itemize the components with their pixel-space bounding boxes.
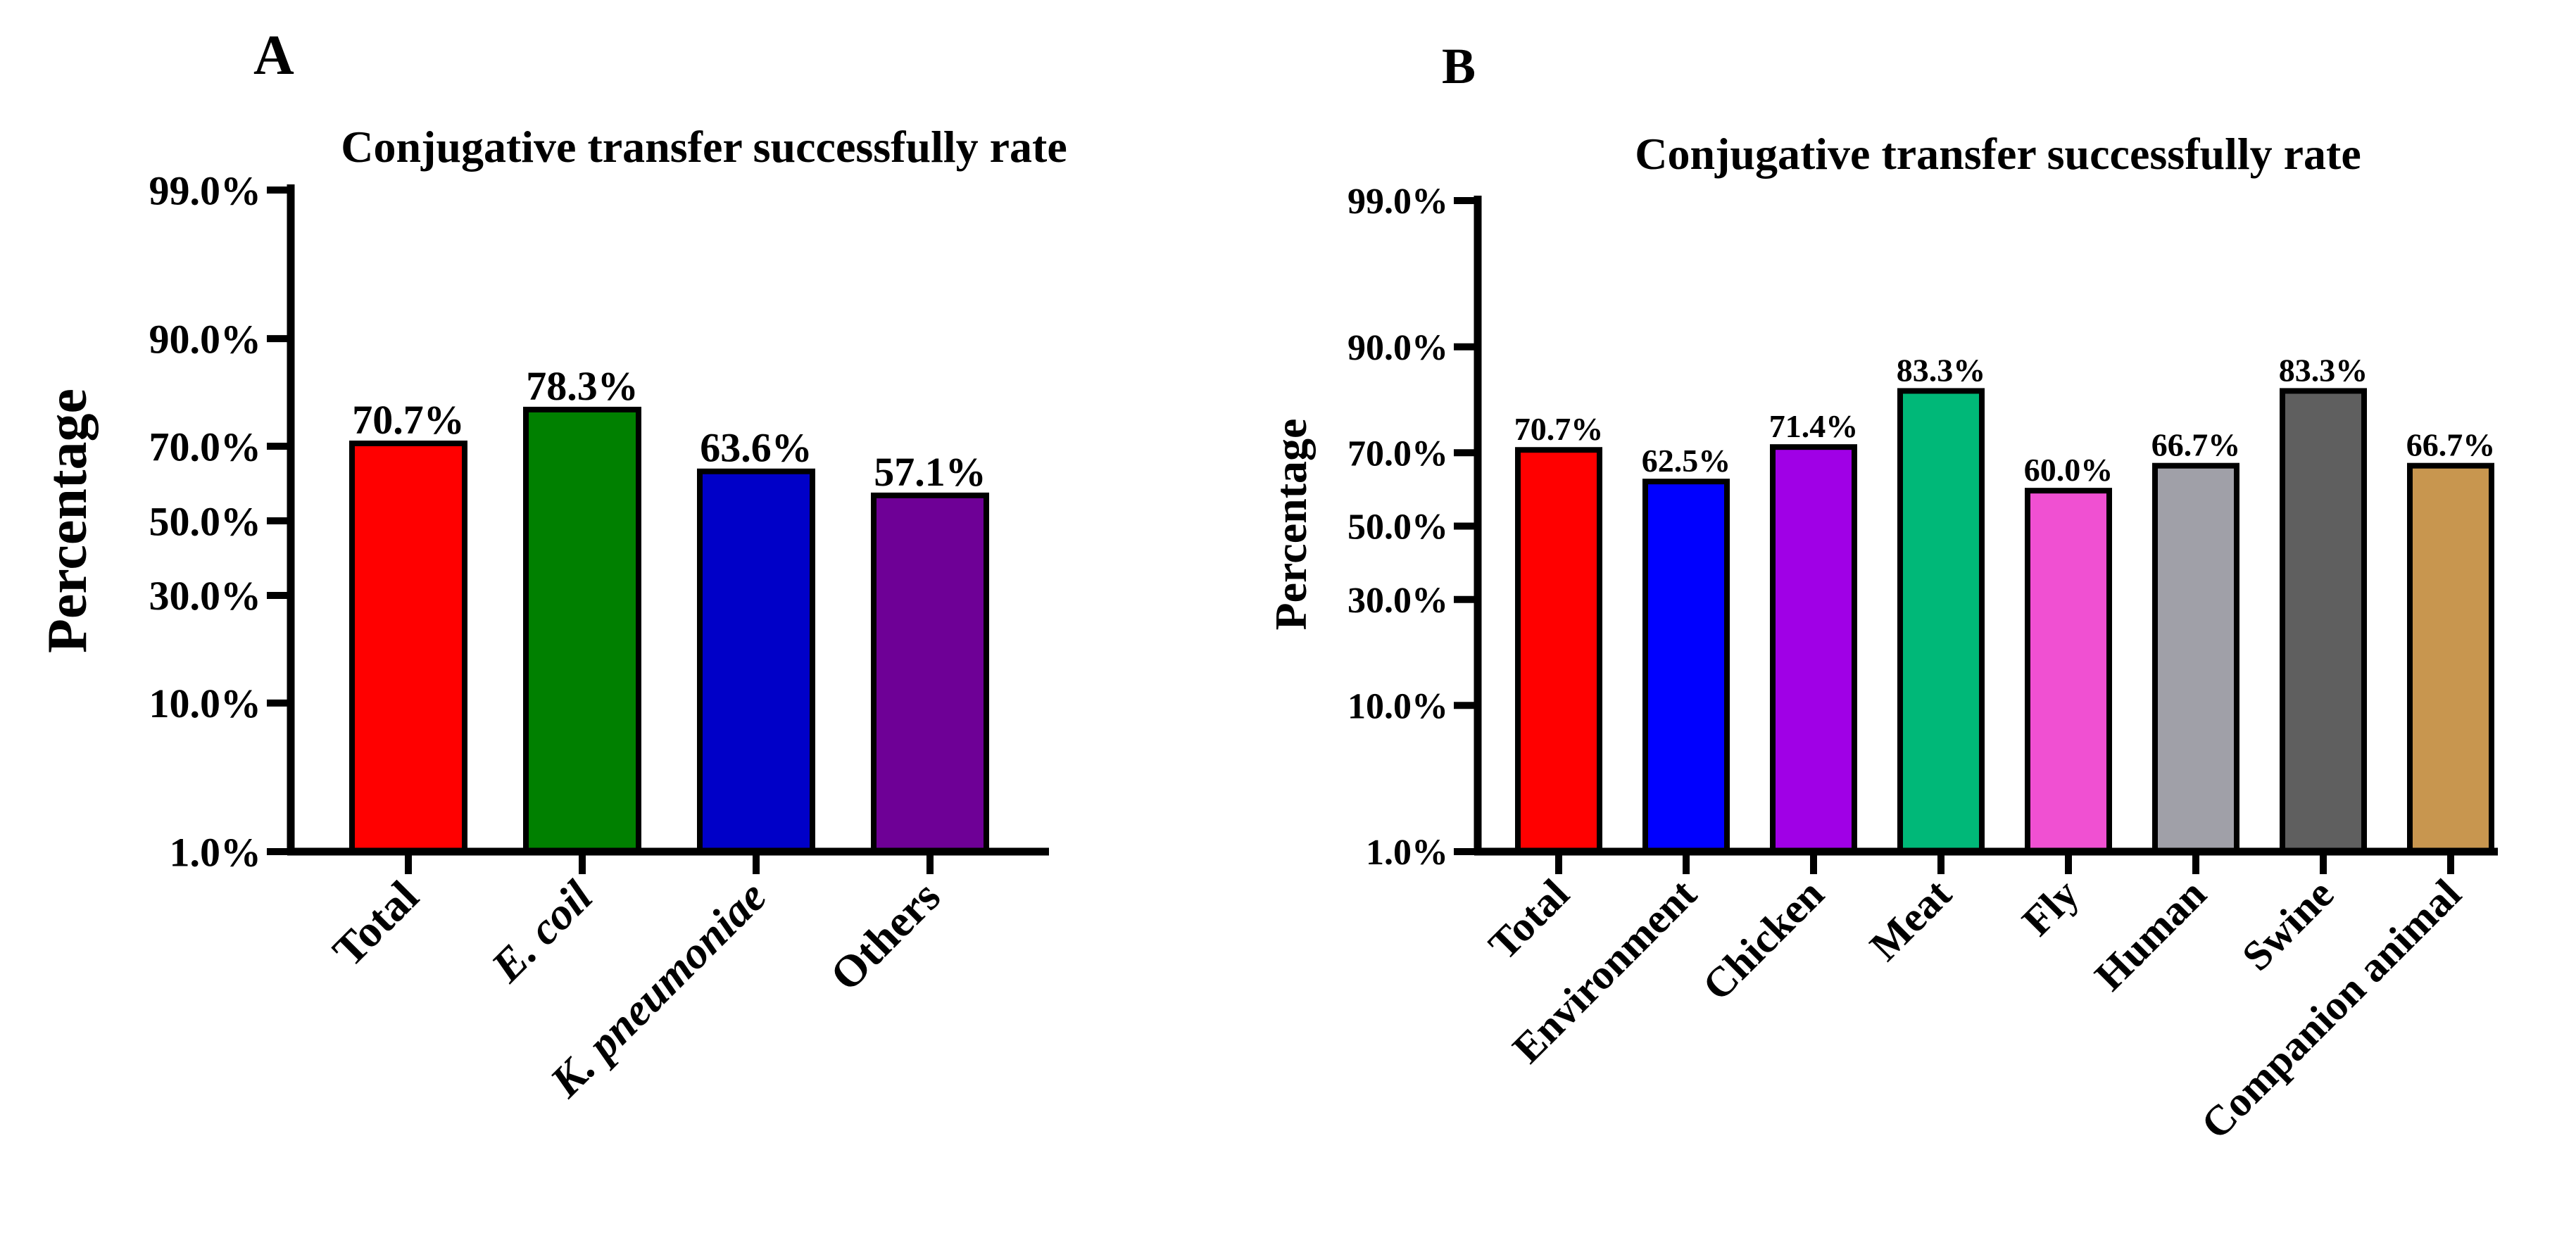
panel-a: A Conjugative transfer successfully rate… (37, 25, 1067, 1107)
panel-b-bar (1642, 479, 1730, 854)
panel-b: B Conjugative transfer successfully rate… (1266, 38, 2498, 1148)
panel-a-x-tick-label: E. coil (481, 871, 602, 992)
panel-b-y-axis-label: Percentage (1266, 419, 1316, 631)
panel-a-y-tick-label: 50.0% (149, 498, 262, 544)
panel-a-y-tick-label: 90.0% (149, 316, 262, 362)
panel-b-bar (1897, 388, 1985, 854)
panel-a-value-label: 57.1% (874, 449, 986, 495)
panel-b-x-tick-label: Chicken (1694, 871, 1833, 1010)
panel-a-value-label: 63.6% (700, 425, 812, 471)
panel-a-y-ticks: 1.0% 10.0% 30.0% 50.0% 70.0% 90.0% 99.0% (149, 168, 291, 875)
panel-b-bar (2025, 488, 2112, 854)
panel-a-value-label: 78.3% (526, 363, 639, 409)
panel-b-bar (2280, 388, 2367, 854)
panel-b-x-tick-label: Meat (1861, 871, 1960, 970)
panel-a-x-tick-label: Total (323, 871, 428, 976)
panel-a-value-label: 70.7% (352, 397, 465, 443)
panel-b-bars (1515, 388, 2494, 874)
panel-b-bar (1770, 444, 1857, 854)
panel-b-value-label: 70.7% (1514, 411, 1604, 447)
panel-a-y-tick-label: 99.0% (149, 168, 262, 213)
panel-b-y-tick-label: 30.0% (1347, 581, 1448, 621)
panel-b-y-tick-label: 70.0% (1347, 434, 1448, 474)
panel-b-y-tick-label: 50.0% (1347, 507, 1448, 548)
panel-b-x-tick-label: Human (2086, 871, 2215, 999)
panel-b-value-labels: 70.7% 62.5% 71.4% 83.3% 60.0% 66.7% 83.3% 66.7% (1514, 352, 2496, 488)
panel-b-value-label: 66.7% (2406, 427, 2496, 463)
panel-a-title: Conjugative transfer successfully rate (341, 122, 1067, 172)
panel-b-x-tick-label: Total (1480, 871, 1578, 968)
panel-a-bar (871, 492, 989, 854)
panel-a-label: A (253, 25, 294, 87)
panel-b-label: B (1442, 38, 1476, 94)
panel-a-y-tick-label: 70.0% (149, 424, 262, 469)
panel-b-value-label: 83.3% (1897, 352, 1986, 388)
panel-a-bar (697, 468, 815, 854)
panel-b-value-label: 62.5% (1642, 443, 1731, 479)
panel-b-y-tick-label: 99.0% (1347, 182, 1448, 222)
panel-a-y-tick-label: 1.0% (170, 829, 262, 875)
panel-b-bar (2407, 462, 2494, 854)
panel-b-x-tick-label: Swine (2233, 871, 2342, 980)
panel-b-value-label: 83.3% (2279, 352, 2368, 388)
panel-b-y-ticks: 1.0% 10.0% 30.0% 50.0% 70.0% 90.0% 99.0% (1347, 182, 1478, 873)
panel-b-bar (2152, 462, 2239, 854)
panel-a-bar (523, 406, 641, 854)
panel-a-x-tick-label: Others (820, 871, 949, 1000)
panel-b-value-label: 71.4% (1769, 408, 1859, 444)
panel-b-value-label: 60.0% (2024, 452, 2113, 488)
panel-b-y-tick-label: 90.0% (1347, 328, 1448, 368)
panel-a-y-tick-label: 10.0% (149, 681, 262, 726)
panel-b-value-label: 66.7% (2151, 427, 2241, 463)
panel-a-y-tick-label: 30.0% (149, 573, 262, 619)
panel-a-y-axis-label: Percentage (37, 389, 99, 653)
panel-b-y-tick-label: 1.0% (1366, 833, 1448, 873)
panel-a-value-labels: 70.7% 78.3% 63.6% 57.1% (352, 363, 986, 495)
panel-b-y-tick-label: 10.0% (1347, 686, 1448, 726)
panel-b-x-tick-label: Fly (2013, 871, 2088, 945)
panel-b-bar (1515, 447, 1602, 854)
panel-a-bar (349, 440, 467, 854)
panel-b-title: Conjugative transfer successfully rate (1635, 129, 2361, 179)
